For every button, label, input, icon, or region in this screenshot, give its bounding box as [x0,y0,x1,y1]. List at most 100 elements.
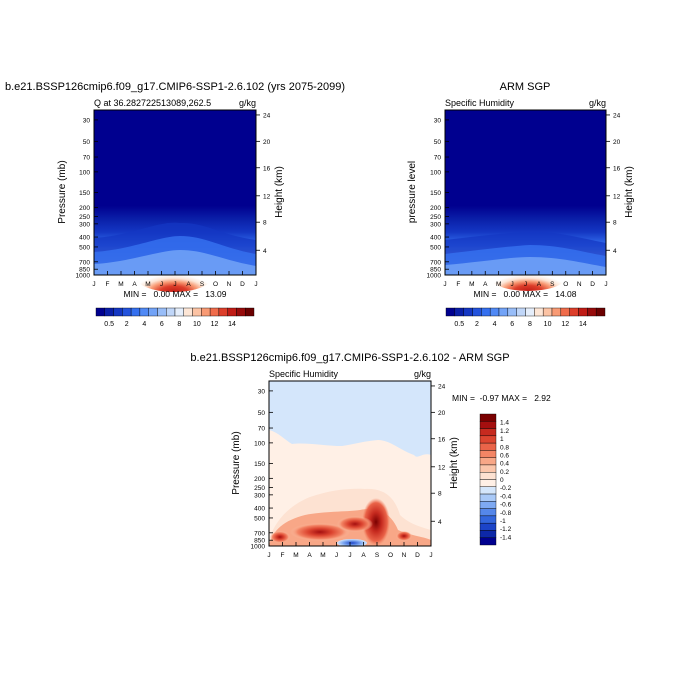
right-tick-label: 20 [263,139,271,146]
colorbar-swatch [551,307,562,317]
colorbar-swatch [595,307,606,317]
colorbar-swatch [507,307,517,317]
x-tick-label: N [577,281,582,288]
y-axis-label: Pressure (mb) [57,160,68,223]
colorbar-label: 12 [561,321,569,328]
y-tick-label: 400 [79,235,90,242]
colorbar-swatch [479,413,497,422]
x-tick-label: A [307,552,312,559]
right-tick-label: 8 [263,220,267,227]
x-tick-label: N [402,552,407,559]
right-tick-label: 24 [263,112,271,119]
colorbar-label: 10 [193,321,201,328]
x-tick-label: F [456,281,460,288]
colorbar: 1.41.210.80.60.40.20-0.2-0.4-0.6-0.8-1-1… [479,413,512,546]
colorbar-label: 4 [493,321,497,328]
x-tick-label: J [92,281,95,288]
colorbar-label: 1 [500,436,504,443]
colorbar-label: 6 [510,321,514,328]
x-tick-label: O [388,552,393,559]
y-tick-label: 150 [254,461,265,468]
y-tick-label: 50 [258,410,266,417]
colorbar-swatch [542,307,553,317]
colorbar-swatch [183,307,193,317]
colorbar-swatch [525,307,535,317]
colorbar-label: 6 [160,321,164,328]
colorbar-swatch [157,307,167,317]
y-tick-label: 100 [254,440,265,447]
y-tick-label: 700 [79,259,90,266]
plot-area [444,109,607,291]
colorbar-label: 14 [579,321,587,328]
y-tick-label: 500 [430,244,441,251]
colorbar-label: -1.4 [500,534,512,541]
colorbar-swatch [479,501,497,509]
colorbar-swatch [578,307,588,317]
colorbar-label: 2 [125,321,129,328]
x-tick-label: J [348,552,351,559]
x-tick-label: D [590,281,595,288]
right-tick-label: 12 [613,193,621,200]
right-tick-label: 4 [438,519,442,526]
colorbar-swatch [148,307,158,317]
x-tick-label: M [145,281,150,288]
y-tick-label: 250 [254,485,265,492]
x-tick-label: J [443,281,446,288]
y-tick-label: 200 [254,476,265,483]
colorbar-swatch [104,307,114,317]
colorbar-swatch [479,486,497,495]
colorbar-swatch [569,307,579,317]
x-tick-label: J [173,281,176,288]
y-tick-label: 150 [79,190,90,197]
colorbar-swatch [166,307,176,317]
x-tick-label: A [537,281,542,288]
colorbar-swatch [498,307,509,317]
colorbar-swatch [472,307,482,317]
colorbar-label: -0.2 [500,485,512,492]
right-tick-label: 24 [438,383,446,390]
x-tick-label: F [281,552,285,559]
colorbar-swatch [479,435,497,444]
colorbar-label: 0 [500,477,504,484]
x-tick-label: J [524,281,527,288]
colorbar-label: 10 [544,321,552,328]
panel-subtitle-left: Q at 36.282722513089,262.5 [94,98,211,108]
y-tick-label: 700 [430,259,441,266]
y-tick-label: 300 [79,221,90,228]
colorbar-swatch [587,307,597,317]
colorbar-swatch [95,307,105,317]
panel-subtitle-left: Specific Humidity [269,369,339,379]
panel-units: g/kg [414,369,431,379]
x-tick-label: A [361,552,366,559]
right-axis-ticks: 24 20 16 12 8 4 [431,383,446,526]
y-axis-label: pressure level [407,161,418,223]
colorbar-label: -1.2 [500,526,512,533]
right-tick-label: 8 [613,220,617,227]
plot-area [93,109,257,292]
colorbar-swatch [463,307,473,317]
x-tick-label: O [213,281,218,288]
y-tick-label: 100 [79,169,90,176]
panel-obs: ARM SGP Specific Humidity g/kg 305070100… [407,81,635,328]
colorbar-swatch [174,307,184,317]
y-tick-label: 200 [79,205,90,212]
colorbar-label: -0.4 [500,493,512,500]
x-tick-label: S [200,281,205,288]
colorbar-swatch [479,530,497,538]
colorbar-swatch [227,307,237,317]
colorbar-label: 1.2 [500,428,509,435]
x-tick-label: J [160,281,163,288]
y-tick-label: 250 [79,214,90,221]
colorbar-swatch [560,307,570,317]
colorbar-swatch [122,307,132,317]
colorbar-label: 8 [528,321,532,328]
right-tick-label: 4 [263,248,267,255]
x-tick-label: D [415,552,420,559]
x-tick-label: M [320,552,325,559]
x-tick-label: J [254,281,257,288]
colorbar-label: 0.5 [454,321,464,328]
x-tick-label: S [375,552,380,559]
y-tick-label: 70 [83,155,91,162]
x-tick-label: J [335,552,338,559]
